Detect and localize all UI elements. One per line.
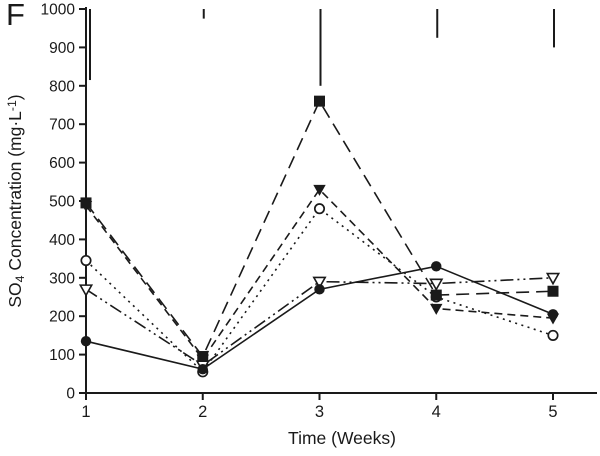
y-axis-title-superscript: -1 — [4, 100, 19, 112]
y-tick-label: 700 — [49, 117, 75, 134]
y-axis-title: SO4 Concentration (mg·L-1) — [5, 94, 27, 307]
series-line-filled-square — [85, 99, 554, 359]
y-tick-label: 1000 — [41, 2, 76, 19]
marker-filled-circle — [431, 261, 442, 272]
x-tick-label: 5 — [548, 403, 557, 421]
series-line-filled-triangle-down — [85, 188, 554, 361]
marker-open-triangle-down — [78, 284, 94, 297]
y-tick-label: 400 — [49, 232, 75, 249]
marker-filled-circle — [547, 309, 559, 320]
x-tick-label: 3 — [315, 403, 324, 421]
marker-open-circle — [547, 329, 559, 341]
x-tick-label: 1 — [81, 403, 90, 421]
marker-filled-square — [197, 351, 209, 363]
y-axis-title-base3: ) — [5, 94, 26, 101]
marker-filled-circle — [80, 335, 92, 347]
x-tick-label: 4 — [432, 403, 441, 421]
marker-open-circle — [313, 203, 326, 215]
marker-open-circle — [80, 254, 92, 267]
y-tick-label: 100 — [49, 347, 75, 364]
marker-filled-square — [547, 285, 559, 297]
y-tick-label: 200 — [49, 309, 75, 326]
y-axis-title-subscript: 4 — [13, 275, 28, 283]
y-tick-label: 900 — [49, 40, 75, 57]
marker-filled-square — [314, 95, 325, 107]
y-tick-label: 800 — [49, 78, 75, 95]
marker-filled-square — [80, 197, 92, 209]
x-tick-label: 2 — [198, 403, 207, 421]
y-axis-title-base1: SO — [5, 282, 26, 308]
marker-open-triangle-down — [545, 272, 561, 286]
y-tick-label: 500 — [49, 194, 75, 211]
marker-filled-circle — [314, 284, 325, 295]
marker-open-triangle-down — [429, 278, 444, 292]
marker-filled-square — [430, 289, 442, 301]
marker-filled-triangle-down — [430, 303, 443, 315]
y-tick-label: 0 — [66, 386, 75, 403]
marker-open-triangle-down — [312, 276, 327, 290]
marker-filled-triangle-down — [313, 184, 326, 196]
y-tick-label: 600 — [49, 155, 75, 172]
x-axis-title: Time (Weeks) — [288, 428, 396, 448]
y-axis-title-base2: Concentration (mg·L — [5, 111, 26, 276]
y-tick-label: 300 — [49, 270, 75, 287]
panel-letter-label: F — [6, 0, 25, 32]
marker-filled-circle — [197, 363, 208, 375]
